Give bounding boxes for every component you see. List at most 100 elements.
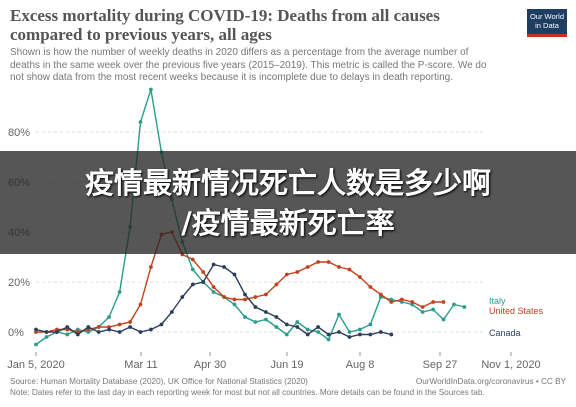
data-point (222, 295, 227, 299)
overlay-text-line-1: 疫情最新情况死亡人数是多少啊 (84, 165, 491, 200)
data-point (284, 332, 289, 337)
data-point (441, 300, 446, 304)
data-point (211, 290, 216, 294)
data-point (368, 322, 373, 327)
series-label: Canada (489, 328, 521, 338)
data-point (128, 320, 133, 324)
data-point (117, 330, 122, 334)
series-label: Italy (489, 296, 506, 306)
x-tick-label: Sep 27 (423, 359, 458, 371)
data-point (232, 297, 237, 302)
data-point (378, 330, 383, 334)
chart-subtitle: Shown is how the number of weekly deaths… (10, 47, 487, 83)
y-tick-label: 20% (8, 277, 30, 289)
data-point (211, 285, 216, 289)
data-point (117, 290, 122, 294)
logo-line-2: in Data (535, 20, 559, 30)
x-tick-label: Mar 11 (124, 359, 157, 371)
data-point (149, 265, 153, 269)
data-point (431, 300, 435, 304)
data-point (34, 342, 38, 347)
data-point (337, 265, 341, 269)
data-point (190, 267, 195, 272)
data-point (410, 300, 415, 304)
our-world-in-data-logo[interactable]: Our World in Data (527, 9, 567, 37)
logo-line-1: Our World (529, 12, 565, 21)
data-point (159, 322, 164, 327)
data-point (180, 295, 185, 299)
data-point (138, 120, 143, 124)
data-point (316, 325, 320, 329)
data-point (274, 315, 279, 319)
credit-link[interactable]: OurWorldInData.org/coronavirus • CC BY (415, 377, 566, 386)
data-point (452, 302, 456, 307)
data-point (128, 325, 133, 329)
data-point (441, 317, 446, 322)
data-point (326, 337, 331, 342)
data-point (138, 302, 143, 307)
data-point (201, 280, 206, 284)
data-point (201, 270, 206, 274)
data-point (316, 260, 320, 264)
data-point (211, 262, 216, 267)
data-point (232, 272, 237, 277)
data-point (149, 327, 153, 332)
data-point (347, 330, 352, 334)
data-point (253, 305, 258, 309)
series-lines (34, 87, 467, 347)
data-point (420, 305, 425, 309)
data-point (243, 297, 247, 302)
data-point (274, 282, 279, 287)
data-point (44, 335, 49, 339)
data-point (44, 330, 49, 334)
data-point (65, 332, 70, 337)
dates-note: Note: Dates refer to the last day in eac… (10, 388, 485, 397)
data-point (305, 332, 310, 337)
chart-title: Excess mortality during COVID-19: Deaths… (10, 6, 440, 44)
data-point (86, 325, 91, 329)
data-point (420, 310, 425, 314)
data-point (253, 295, 258, 299)
data-point (295, 325, 300, 329)
data-point (117, 322, 122, 327)
data-point (65, 325, 70, 329)
data-point (358, 332, 362, 337)
data-point (337, 330, 341, 334)
data-point (378, 292, 383, 297)
series-line (36, 231, 444, 333)
data-point (337, 312, 341, 317)
data-point (75, 332, 80, 337)
x-tick-label: Apr 30 (194, 359, 226, 371)
x-tick-label: Nov 1, 2020 (481, 359, 540, 371)
overlay-text-line-2: /疫情最新死亡率 (181, 205, 395, 240)
x-axis-ticks: Jan 5, 2020 Mar 11 Apr 30 Jun 19 Aug 8 Sep 27… (7, 352, 541, 371)
data-point (107, 315, 111, 319)
data-point (222, 265, 227, 269)
data-point (326, 332, 331, 337)
data-point (305, 327, 310, 332)
source-note: Source: Human Mortality Database (2020),… (10, 377, 308, 386)
data-point (295, 320, 300, 324)
x-tick-label: Jun 19 (270, 359, 303, 371)
data-point (264, 292, 268, 297)
y-tick-label: 0% (8, 327, 24, 339)
data-point (389, 332, 394, 337)
data-point (190, 282, 195, 287)
data-point (274, 325, 279, 329)
data-point (368, 332, 373, 337)
data-point (232, 302, 237, 307)
x-tick-label: Aug 8 (346, 359, 375, 371)
data-point (431, 307, 435, 312)
data-point (264, 317, 268, 322)
series-label: United States (489, 306, 544, 316)
data-point (284, 322, 289, 327)
data-point (462, 305, 467, 309)
data-point (264, 310, 268, 314)
data-point (389, 300, 394, 304)
data-point (253, 320, 258, 324)
data-point (295, 270, 300, 274)
data-point (55, 330, 59, 334)
data-point (34, 327, 38, 332)
data-point (358, 327, 362, 332)
